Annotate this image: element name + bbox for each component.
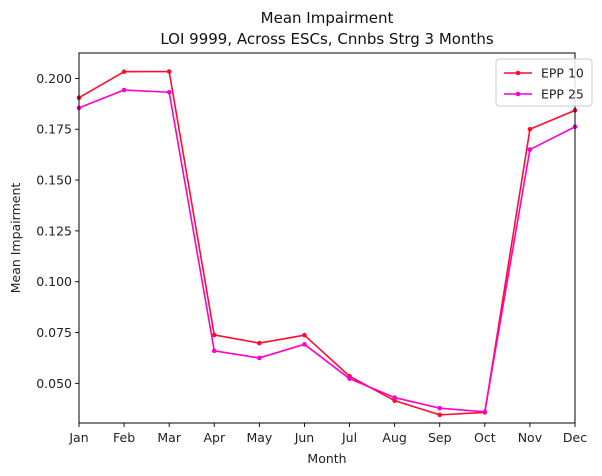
legend-label: EPP 25: [541, 87, 584, 102]
data-point: [166, 69, 172, 74]
data-point: [302, 342, 307, 347]
data-point: [257, 355, 262, 361]
y-tick-label: 0.125: [36, 223, 72, 238]
y-tick-label: 0.200: [36, 71, 72, 86]
x-tick-label: Aug: [382, 430, 406, 445]
y-tick-label: 0.100: [36, 274, 72, 289]
data-point: [257, 340, 262, 346]
x-tick-label: Dec: [563, 430, 587, 445]
data-point: [347, 376, 352, 381]
legend-label: EPP 10: [541, 66, 584, 81]
legend-swatch-marker: [515, 70, 521, 76]
y-tick-label: 0.150: [36, 173, 72, 188]
x-tick-label: Feb: [113, 430, 135, 445]
y-axis-title: Mean Impairment: [8, 183, 23, 294]
y-tick-label: 0.175: [36, 122, 72, 137]
x-tick-label: Oct: [474, 430, 496, 445]
data-point: [211, 332, 217, 338]
x-tick-label: Nov: [518, 430, 543, 445]
plot-area: 0.050 0.075 0.100 0.125 0.150 0.175 0.200 Jan Fe…: [36, 52, 587, 445]
data-point: [527, 126, 533, 132]
data-point: [166, 89, 172, 95]
axes-frame: [78, 52, 576, 424]
x-tick-label: Jul: [341, 430, 357, 445]
legend: EPP 10 EPP 25: [495, 58, 593, 107]
y-tick-label: 0.075: [36, 325, 72, 340]
legend-swatch-marker: [515, 91, 521, 97]
x-tick-label: May: [246, 430, 272, 445]
x-tick-label: Jun: [294, 430, 315, 445]
data-point: [392, 395, 397, 400]
series-line-2: [78, 89, 576, 413]
x-tick-label: Mar: [157, 430, 181, 445]
x-tick-label: Sep: [428, 430, 452, 445]
data-point: [211, 348, 217, 354]
data-point: [437, 405, 443, 411]
data-point: [527, 147, 533, 152]
data-point: [121, 87, 127, 93]
series-group: [76, 69, 578, 418]
data-point: [121, 69, 127, 74]
data-point: [482, 409, 488, 415]
x-axis-title: Month: [307, 451, 346, 466]
chart-title: Mean Impairment: [261, 9, 394, 27]
data-point: [437, 412, 443, 418]
data-point: [302, 332, 307, 338]
chart-subtitle: LOI 9999, Across ESCs, Cnnbs Strg 3 Mont…: [160, 30, 494, 48]
x-tick-label: Apr: [203, 430, 225, 445]
series-line-1: [78, 70, 576, 416]
y-tick-label: 0.050: [36, 376, 72, 391]
x-tick-label: Jan: [68, 430, 88, 445]
